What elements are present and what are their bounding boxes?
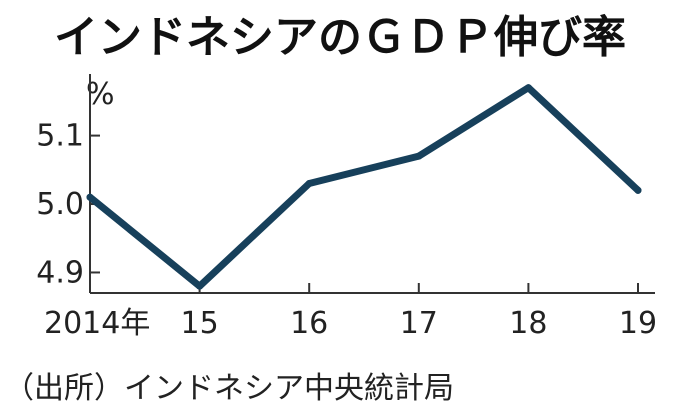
data-point bbox=[196, 282, 204, 290]
x-tick-label: 18 bbox=[509, 306, 547, 341]
data-point bbox=[415, 152, 423, 160]
x-tick-label: 17 bbox=[400, 306, 438, 341]
chart-title: インドネシアのＧＤＰ伸び率 bbox=[54, 12, 626, 63]
x-tick-label: 2014年 bbox=[44, 306, 150, 341]
source-note: （出所）インドネシア中央統計局 bbox=[4, 371, 454, 406]
x-tick-label: 15 bbox=[181, 306, 219, 341]
data-point bbox=[86, 193, 94, 201]
data-point bbox=[634, 186, 642, 194]
data-point bbox=[524, 84, 532, 92]
y-axis-ticks: 5.1 5.0 4.9 bbox=[36, 119, 100, 290]
data-point bbox=[305, 180, 313, 187]
y-tick-label: 4.9 bbox=[36, 255, 84, 290]
x-tick-label: 19 bbox=[619, 306, 657, 341]
x-axis-ticks: 2014年 15 16 17 18 19 bbox=[44, 283, 657, 341]
series-layer bbox=[86, 84, 642, 290]
x-tick-label: 16 bbox=[290, 306, 328, 341]
y-tick-label: 5.1 bbox=[36, 119, 84, 154]
axes bbox=[89, 74, 655, 294]
y-tick-label: 5.0 bbox=[36, 187, 84, 222]
series-line bbox=[86, 84, 642, 290]
